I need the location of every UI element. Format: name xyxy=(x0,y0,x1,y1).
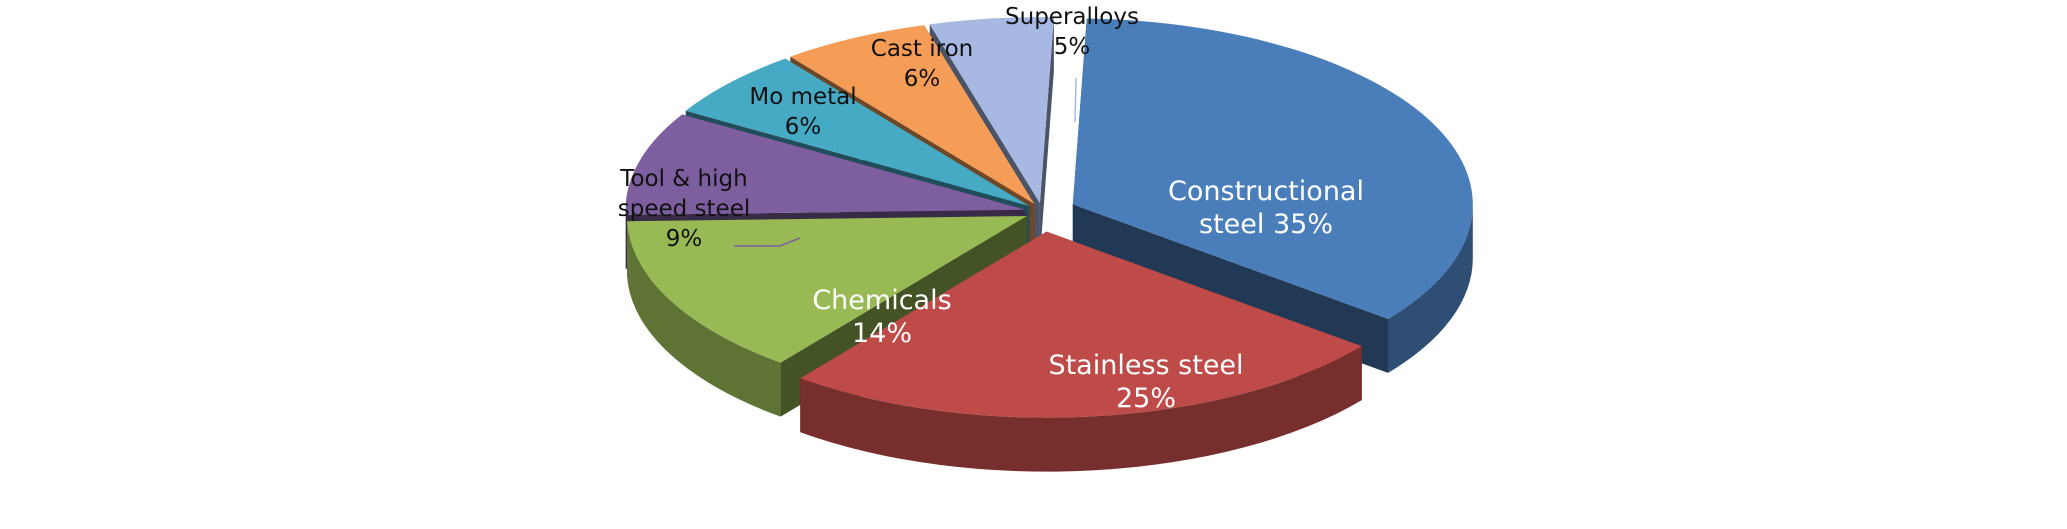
slice-labels: Constructional steel 35% Stainless steel 25… xyxy=(618,4,1364,414)
pie-tops xyxy=(625,17,1473,418)
slice-label-5: Cast iron 6% xyxy=(871,36,973,92)
slice-label-0: Constructional steel 35% xyxy=(1168,176,1364,240)
slice-4 xyxy=(685,58,1030,207)
leader-line-4 xyxy=(836,143,863,161)
slice-0 xyxy=(1072,18,1473,319)
slice-2 xyxy=(626,216,1027,363)
slice-3 xyxy=(625,114,1026,215)
slice-label-1: Stainless steel 25% xyxy=(1048,350,1243,414)
slice-side-6-1 xyxy=(1039,17,1054,258)
slice-label-2: Chemicals 14% xyxy=(812,285,951,349)
leader-line-3 xyxy=(734,237,801,247)
slice-wall-1-0 xyxy=(800,346,1362,472)
slice-label-4: Mo metal 6% xyxy=(749,84,856,140)
slice-5 xyxy=(790,25,1035,204)
slice-label-3: Tool & high speed steel 9% xyxy=(618,166,751,252)
slice-wall-2-0 xyxy=(626,221,781,417)
slice-label-6: Superalloys 5% xyxy=(1005,4,1139,60)
leader-line-6 xyxy=(1074,77,1077,123)
slice-wall-0-0 xyxy=(1388,204,1473,373)
leader-lines xyxy=(734,77,1077,247)
slice-6 xyxy=(929,17,1054,204)
slice-1 xyxy=(800,231,1362,418)
leader-line-5 xyxy=(956,113,981,133)
